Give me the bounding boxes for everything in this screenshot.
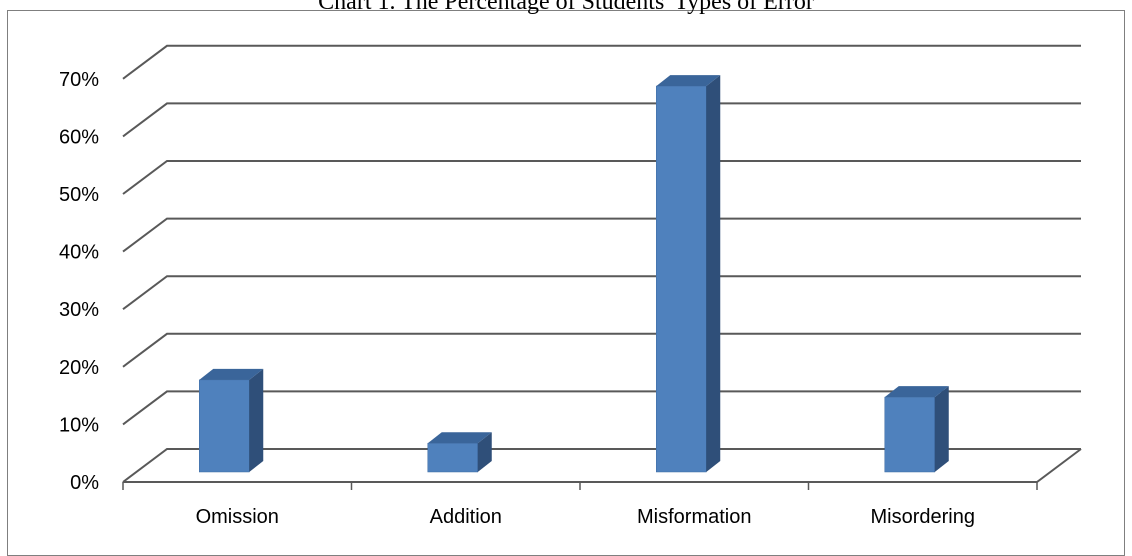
bar-front — [199, 379, 250, 473]
bar-front — [656, 85, 707, 473]
bar-top — [199, 368, 264, 380]
chart-title: Chart 1. The Percentage of Students' Typ… — [318, 0, 814, 15]
y-tick-label: 30% — [59, 299, 99, 321]
gridlines — [122, 44, 1081, 483]
bar-side — [477, 432, 492, 472]
bar — [656, 75, 721, 473]
x-tick-label: Addition — [430, 506, 502, 528]
gridline — [122, 102, 1081, 138]
y-tick-label: 10% — [59, 414, 99, 436]
bar-top — [656, 75, 721, 87]
bar — [427, 432, 492, 473]
gridline — [122, 390, 1081, 426]
bar — [884, 386, 949, 473]
gridline — [122, 160, 1081, 195]
bar-top — [427, 432, 492, 444]
y-tick-label: 40% — [59, 242, 99, 264]
bar-front — [884, 396, 935, 473]
bar-side — [934, 386, 949, 472]
bar-side — [706, 75, 721, 472]
gridline — [122, 448, 1081, 483]
x-axis-tick-labels: Omission Addition Misformation Misordering — [196, 506, 975, 528]
x-tick-label: Misordering — [871, 506, 975, 528]
bar-top — [884, 386, 949, 398]
bar-side — [249, 368, 264, 472]
y-tick-label: 70% — [59, 69, 99, 91]
gridline — [122, 332, 1081, 368]
x-tick-label: Omission — [196, 506, 279, 528]
gridline — [122, 44, 1081, 80]
y-axis-tick-labels: 0% 10% 20% 30% 40% 50% 60% 70% — [59, 69, 99, 494]
y-tick-label: 50% — [59, 184, 99, 206]
bar-front — [427, 442, 478, 473]
bars — [199, 75, 949, 473]
bar — [199, 368, 264, 473]
y-tick-label: 20% — [59, 357, 99, 379]
gridline — [122, 275, 1081, 311]
y-tick-label: 0% — [70, 472, 99, 494]
y-tick-label: 60% — [59, 126, 99, 148]
axes — [122, 448, 1082, 490]
x-tick-label: Misformation — [637, 506, 751, 528]
gridline — [122, 217, 1081, 253]
